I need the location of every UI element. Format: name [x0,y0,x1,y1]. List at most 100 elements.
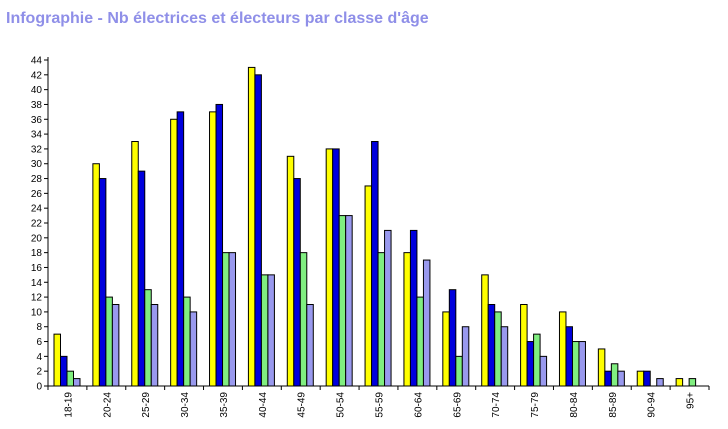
bar [131,141,139,387]
bar [371,141,379,387]
y-tick-label: 0 [36,382,42,393]
bar [578,341,586,387]
x-tick-label: 25-29 [141,392,152,418]
x-tick-label: 90-94 [647,392,658,418]
bar [416,296,424,387]
bar [247,66,256,387]
bar [215,103,224,387]
bar [66,370,74,387]
bar [332,148,340,387]
x-tick-label: 18-19 [63,392,74,418]
bar [345,215,353,387]
bar [656,378,664,387]
y-tick-label: 38 [31,100,43,111]
bar [267,274,275,387]
bar [610,363,619,387]
bar [409,229,418,387]
y-tick-label: 36 [31,115,43,126]
bar [403,252,411,387]
bar [228,252,237,387]
bar [494,311,502,387]
bar [565,326,573,387]
y-tick-label: 2 [36,367,42,378]
bar [688,378,697,387]
y-tick-label: 42 [31,70,43,81]
bar [293,178,301,387]
y-tick-label: 32 [31,144,43,155]
bar [98,178,107,387]
x-tick-label: 80-84 [569,392,580,418]
bar [105,296,113,387]
bar [643,370,651,387]
bar [597,348,606,387]
bar [170,118,178,387]
y-tick-label: 22 [31,219,43,230]
x-tick-label: 35-39 [219,392,230,418]
bar [377,252,386,387]
bar [617,370,625,387]
x-tick-label: 70-74 [491,392,502,418]
y-tick-label: 14 [31,278,43,289]
chart-title: Infographie - Nb électrices et électeurs… [6,10,429,27]
bar [481,274,489,387]
bar [558,311,567,387]
bar [150,304,159,387]
y-tick-label: 20 [31,233,43,244]
bar [461,326,470,387]
bar [286,155,295,387]
bar [442,311,450,387]
y-tick-label: 6 [36,337,42,348]
bar [189,311,198,387]
y-tick-label: 4 [36,352,42,363]
x-tick-label: 85-89 [608,392,619,418]
bar [384,229,392,387]
y-tick-label: 8 [36,322,42,333]
bar [183,296,191,387]
x-tick-label: 50-54 [336,392,347,418]
x-tick-label: 95+ [686,392,697,409]
bar [176,111,185,387]
y-tick-label: 24 [31,204,43,215]
y-tick-label: 18 [31,248,43,259]
bar [306,304,314,387]
bar [144,289,152,387]
bar [520,304,528,387]
bar [455,355,463,387]
bar [364,185,373,387]
bar [533,333,541,387]
y-tick-label: 16 [31,263,43,274]
bar [500,326,509,387]
bar [92,163,100,387]
x-tick-label: 45-49 [297,392,308,418]
y-tick-label: 10 [31,307,43,318]
bar [111,304,120,387]
y-tick-label: 40 [31,85,43,96]
bar [675,378,684,387]
bar [604,370,612,387]
bar [422,259,431,387]
x-tick-label: 55-59 [375,392,386,418]
x-tick-label: 65-69 [452,392,463,418]
bar [60,355,68,387]
x-tick-label: 75-79 [530,392,541,418]
bar [636,370,645,387]
bar [571,341,580,387]
x-tick-label: 60-64 [413,392,424,418]
bar [325,148,334,387]
y-tick-label: 26 [31,189,43,200]
bar [73,378,81,387]
bar [448,289,457,387]
bar [299,252,308,387]
x-tick-label: 20-24 [102,392,113,418]
bar [260,274,269,387]
bar [53,333,61,387]
bar [137,170,146,387]
bar [526,341,535,387]
y-tick-label: 34 [31,130,43,141]
x-tick-label: 40-44 [258,392,269,418]
bar [254,74,262,387]
y-tick-label: 44 [31,56,43,67]
bar [487,304,496,387]
x-tick-label: 30-34 [180,392,191,418]
